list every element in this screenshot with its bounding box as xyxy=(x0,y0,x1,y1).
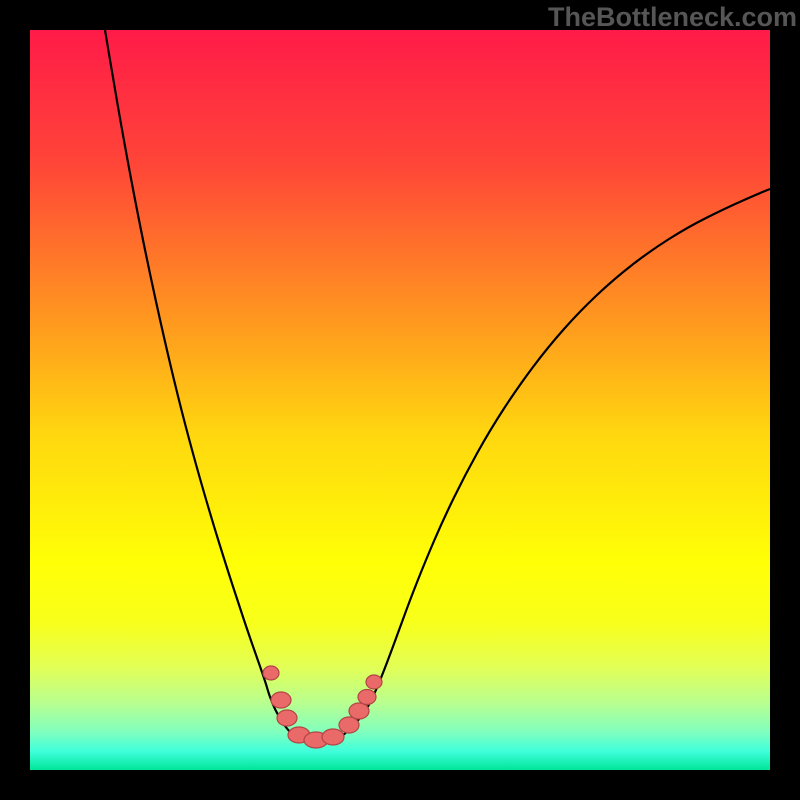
data-point-marker xyxy=(358,690,376,705)
data-point-marker xyxy=(271,692,291,708)
data-point-marker xyxy=(366,675,382,689)
frame-left xyxy=(0,0,30,800)
data-point-marker xyxy=(277,710,297,726)
frame-right xyxy=(770,0,800,800)
frame-bottom xyxy=(0,770,800,800)
data-point-marker xyxy=(263,666,279,680)
gradient-background xyxy=(30,30,770,770)
watermark-text: TheBottleneck.com xyxy=(548,2,797,33)
plot-area xyxy=(30,30,770,770)
data-point-marker xyxy=(349,703,369,719)
data-point-marker xyxy=(339,717,359,733)
data-point-marker xyxy=(322,729,344,745)
chart-svg xyxy=(30,30,770,770)
